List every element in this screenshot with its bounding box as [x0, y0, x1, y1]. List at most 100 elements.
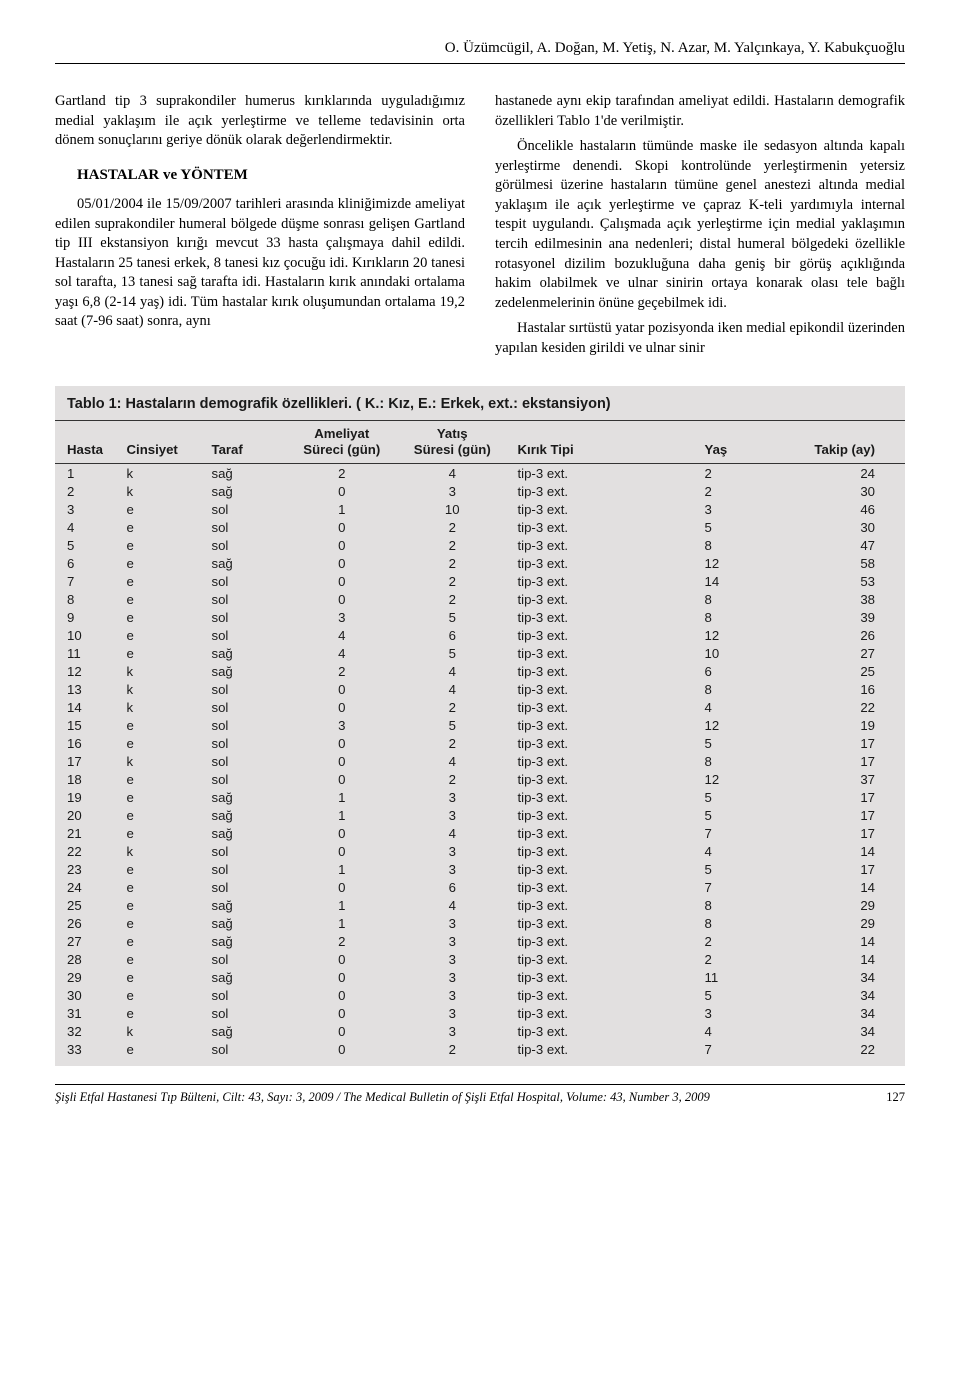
table-cell: 22	[778, 1040, 906, 1058]
table-cell: 3	[395, 1022, 506, 1040]
table-cell: sol	[200, 518, 285, 536]
table-cell: 8	[693, 752, 778, 770]
table-cell: 5	[55, 536, 115, 554]
table-cell: k	[115, 482, 200, 500]
table-row: 17ksol04tip-3 ext.817	[55, 752, 905, 770]
table-row: 30esol03tip-3 ext.534	[55, 986, 905, 1004]
table-cell: 4	[395, 680, 506, 698]
table-cell: 8	[693, 590, 778, 608]
table-cell: 11	[55, 644, 115, 662]
table-cell: 21	[55, 824, 115, 842]
table-cell: 2	[395, 1040, 506, 1058]
table-cell: e	[115, 986, 200, 1004]
table-cell: 34	[778, 986, 906, 1004]
table-1-block: Tablo 1: Hastaların demografik özellikle…	[55, 386, 905, 1066]
table-cell: tip-3 ext.	[506, 806, 693, 824]
table-cell: 12	[693, 626, 778, 644]
table-cell: 4	[285, 626, 396, 644]
table-cell: 4	[395, 752, 506, 770]
table-cell: tip-3 ext.	[506, 842, 693, 860]
table-cell: e	[115, 950, 200, 968]
table-cell: 16	[778, 680, 906, 698]
table-cell: 5	[693, 986, 778, 1004]
table-cell: 24	[55, 878, 115, 896]
table-cell: e	[115, 1040, 200, 1058]
table-row: 3esol110tip-3 ext.346	[55, 500, 905, 518]
table-row: 15esol35tip-3 ext.1219	[55, 716, 905, 734]
table-cell: sağ	[200, 932, 285, 950]
table-cell: 15	[55, 716, 115, 734]
table-cell: 2	[395, 536, 506, 554]
table-cell: tip-3 ext.	[506, 698, 693, 716]
table-cell: 3	[395, 986, 506, 1004]
table-cell: 0	[285, 950, 396, 968]
table-cell: 3	[395, 932, 506, 950]
table-cell: tip-3 ext.	[506, 788, 693, 806]
table-cell: 4	[693, 698, 778, 716]
table-cell: e	[115, 932, 200, 950]
table-cell: 6	[395, 626, 506, 644]
table-cell: sağ	[200, 1022, 285, 1040]
table-cell: tip-3 ext.	[506, 968, 693, 986]
table-cell: sağ	[200, 968, 285, 986]
table-row: 22ksol03tip-3 ext.414	[55, 842, 905, 860]
table-cell: 5	[395, 644, 506, 662]
table-cell: 14	[778, 842, 906, 860]
right-column: hastanede aynı ekip tarafından ameliyat …	[495, 92, 905, 364]
table-cell: 8	[693, 680, 778, 698]
table-cell: 5	[693, 806, 778, 824]
table-cell: sağ	[200, 806, 285, 824]
table-cell: 1	[285, 806, 396, 824]
table-cell: 6	[395, 878, 506, 896]
table-cell: tip-3 ext.	[506, 662, 693, 680]
table-cell: e	[115, 536, 200, 554]
table-cell: 3	[395, 482, 506, 500]
table-cell: 2	[395, 770, 506, 788]
table-cell: sağ	[200, 824, 285, 842]
table-cell: e	[115, 770, 200, 788]
table-cell: 29	[778, 914, 906, 932]
table-cell: 0	[285, 1040, 396, 1058]
section-heading-methods: HASTALAR ve YÖNTEM	[55, 165, 465, 185]
table-cell: 2	[285, 932, 396, 950]
author-list: O. Üzümcügil, A. Doğan, M. Yetiş, N. Aza…	[55, 40, 905, 57]
table-cell: 22	[55, 842, 115, 860]
table-cell: e	[115, 716, 200, 734]
demographics-table: Hasta Cinsiyet Taraf Ameliyat Süreci (gü…	[55, 420, 905, 1058]
table-row: 4esol02tip-3 ext.530	[55, 518, 905, 536]
table-cell: 8	[693, 914, 778, 932]
table-cell: e	[115, 878, 200, 896]
table-cell: sol	[200, 770, 285, 788]
table-cell: sol	[200, 626, 285, 644]
table-cell: 47	[778, 536, 906, 554]
table-cell: sol	[200, 536, 285, 554]
table-cell: 5	[693, 788, 778, 806]
table-cell: 3	[395, 1004, 506, 1022]
table-cell: 2	[395, 590, 506, 608]
table-cell: 3	[395, 914, 506, 932]
th-takip: Takip (ay)	[778, 421, 906, 464]
table-row: 11esağ45tip-3 ext.1027	[55, 644, 905, 662]
table-cell: 14	[693, 572, 778, 590]
table-cell: 17	[778, 752, 906, 770]
table-cell: tip-3 ext.	[506, 590, 693, 608]
table-cell: 34	[778, 1004, 906, 1022]
table-cell: sağ	[200, 644, 285, 662]
table-cell: 11	[693, 968, 778, 986]
table-cell: 4	[395, 896, 506, 914]
table-cell: 23	[55, 860, 115, 878]
table-cell: sol	[200, 680, 285, 698]
table-cell: 0	[285, 1022, 396, 1040]
table-cell: 30	[55, 986, 115, 1004]
table-cell: 25	[778, 662, 906, 680]
table-cell: sol	[200, 734, 285, 752]
th-yatis-l1: Yatış	[437, 426, 468, 441]
table-cell: 37	[778, 770, 906, 788]
table-cell: tip-3 ext.	[506, 680, 693, 698]
table-cell: 20	[55, 806, 115, 824]
table-cell: 5	[395, 608, 506, 626]
table-cell: k	[115, 698, 200, 716]
table-cell: sağ	[200, 464, 285, 483]
table-cell: tip-3 ext.	[506, 1004, 693, 1022]
table-cell: 33	[55, 1040, 115, 1058]
